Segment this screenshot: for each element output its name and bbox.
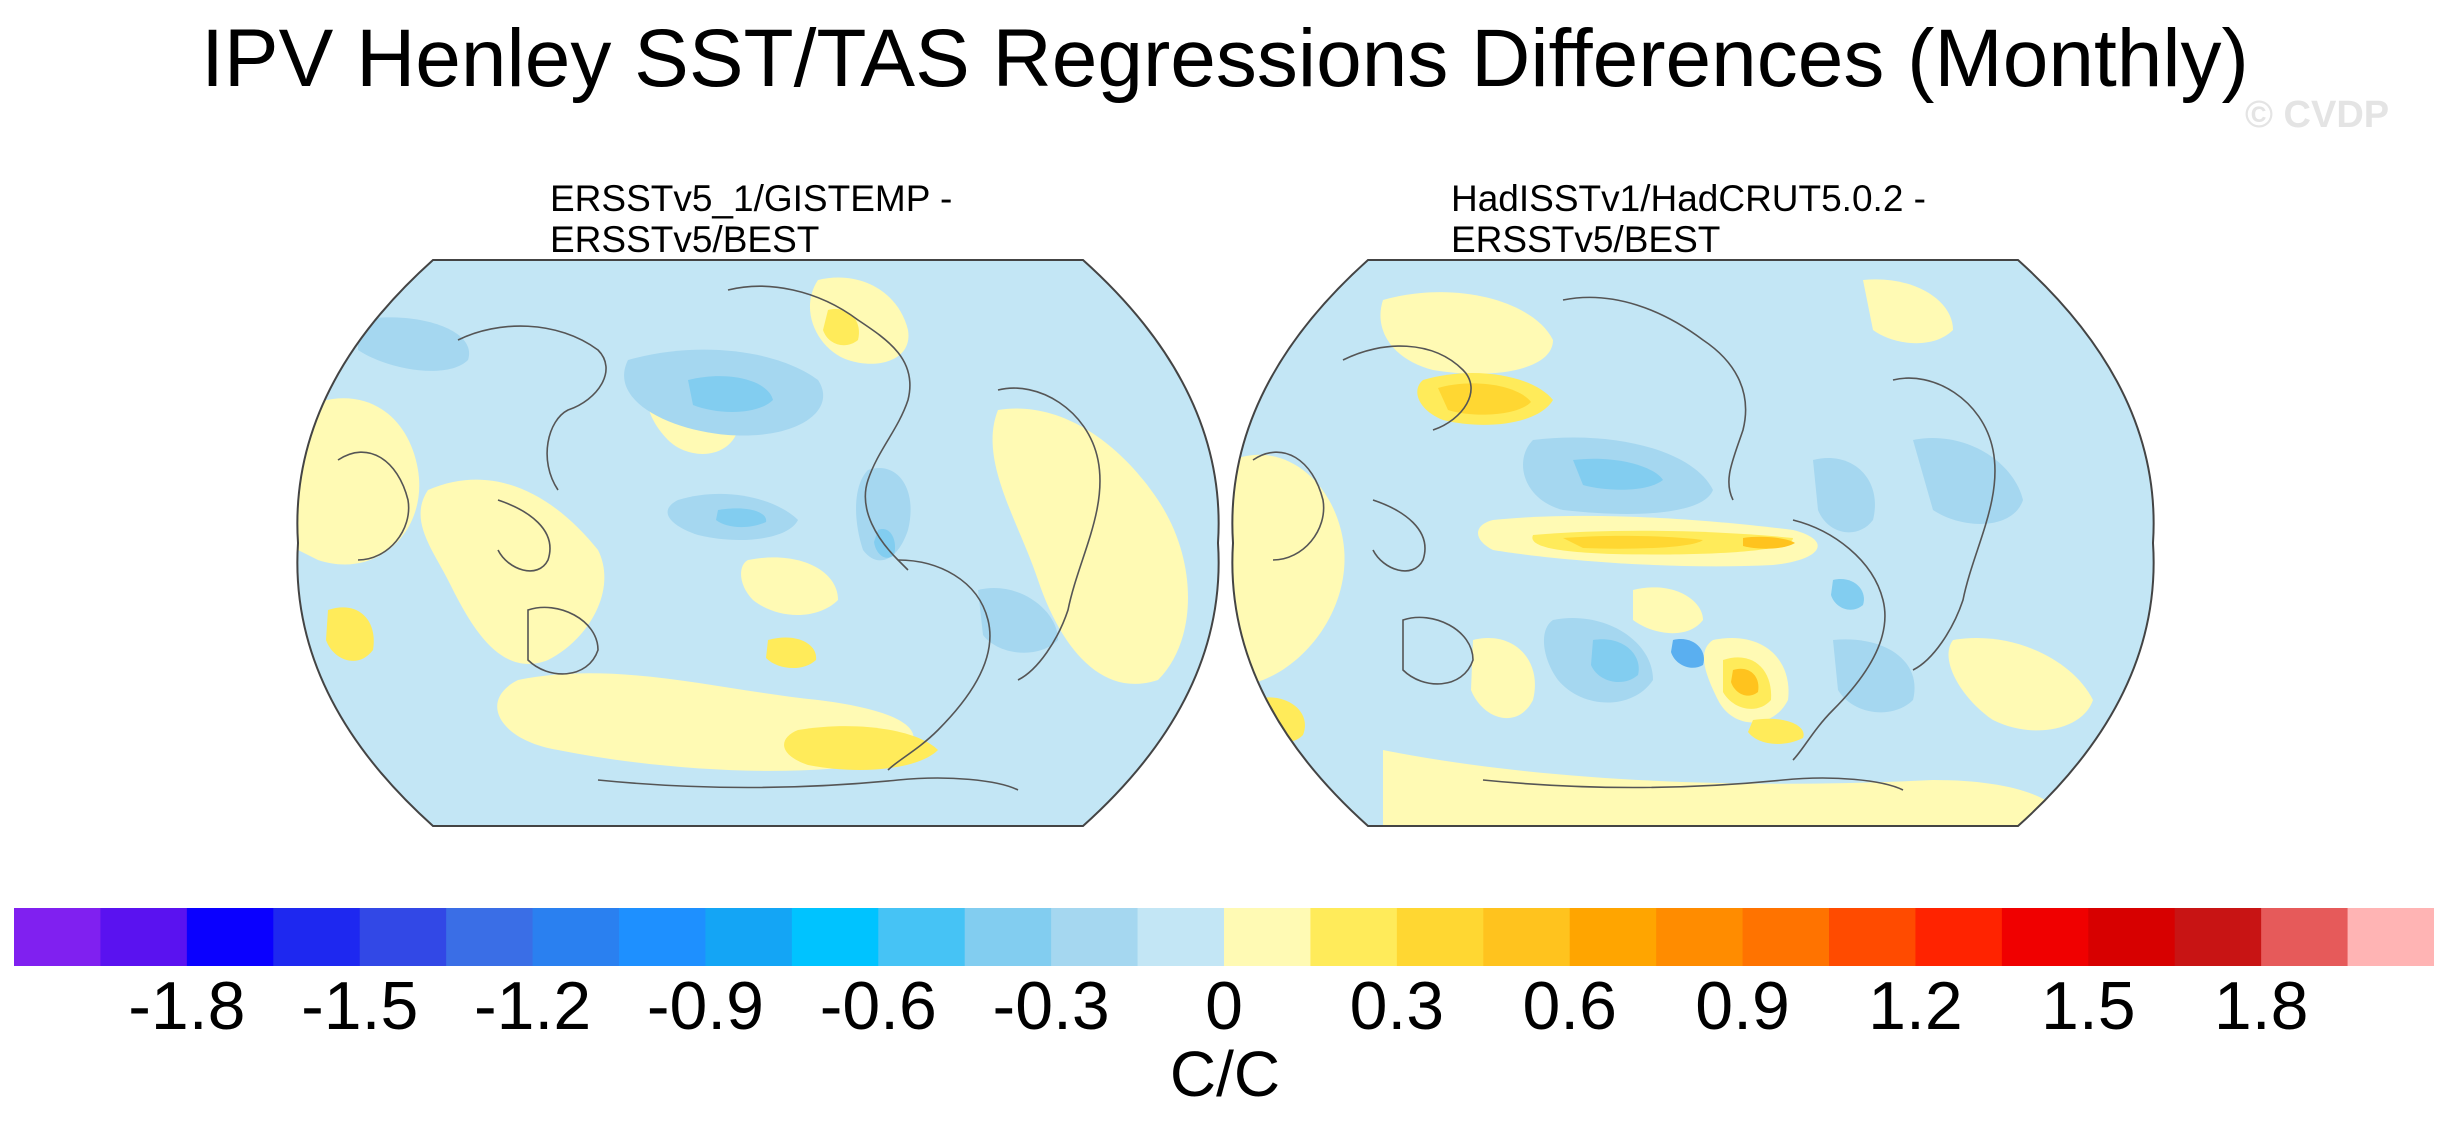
right-map-positive-region — [1633, 587, 1703, 634]
colorbar-swatch — [1483, 908, 1571, 966]
colorbar-tick-label: 0.9 — [1695, 968, 1790, 1044]
left-map-positive-region — [784, 726, 938, 770]
colorbar-tick-label: 1.5 — [2041, 968, 2136, 1044]
colorbar-swatch — [1742, 908, 1830, 966]
colorbar-swatch — [1224, 908, 1312, 966]
right-map-negative-region — [1591, 639, 1639, 683]
colorbar-tick-label: 1.8 — [2213, 968, 2309, 1044]
left-map-positive-region — [766, 637, 817, 669]
right-panel-title-line2: ERSSTv5/BEST — [1451, 219, 1721, 260]
colorbar-swatch — [2088, 908, 2176, 966]
colorbar-swatch — [1310, 908, 1398, 966]
colorbar-swatch — [878, 908, 966, 966]
colorbar-swatch — [1396, 908, 1484, 966]
right-map-positive-region — [1383, 750, 2053, 826]
left-map-continent-outlines — [337, 285, 1101, 791]
colorbar-tick-label: -1.2 — [473, 968, 592, 1044]
colorbar-swatch — [1829, 908, 1917, 966]
left-map-positive-region — [741, 557, 838, 615]
left-map-negative-region — [688, 376, 773, 412]
left-panel-title-line1: ERSSTv5_1/GISTEMP - — [550, 178, 953, 219]
right-map-negative-region — [1813, 458, 1875, 533]
left-panel-title-line2: ERSSTv5/BEST — [550, 219, 820, 260]
colorbar-swatch — [964, 908, 1052, 966]
right-map-negative-region — [1831, 579, 1864, 610]
colorbar-swatch — [14, 908, 102, 966]
right-map-positive-region — [1748, 718, 1804, 744]
colorbar-swatch — [100, 908, 188, 966]
colorbar-tick-label: 0.6 — [1522, 968, 1617, 1044]
colorbar-swatch — [1915, 908, 2003, 966]
colorbar-tick-label: -0.6 — [819, 968, 937, 1044]
colorbar-tick-label: -0.3 — [992, 968, 1110, 1044]
right-map-positive-region — [1948, 638, 2093, 731]
left-map-positive-region — [420, 479, 605, 664]
colorbar-tick-label: -1.5 — [301, 968, 419, 1044]
right-map-positive-region — [1743, 536, 1795, 549]
colorbar-tick-label: -0.9 — [646, 968, 765, 1044]
left-map-negative-region — [856, 468, 911, 561]
left-map-positive-region — [326, 607, 374, 661]
colorbar-swatch — [791, 908, 879, 966]
left-map-negative-region — [358, 317, 470, 371]
right-map-negative-region — [1671, 639, 1704, 668]
colorbar-tick-label: 0.3 — [1349, 968, 1445, 1044]
cvdp-watermark: © CVDP — [2245, 94, 2390, 136]
right-map-positive-region — [1438, 383, 1531, 415]
left-map-border — [296, 259, 1220, 827]
right-map-positive-region — [1380, 292, 1553, 374]
colorbar-swatch — [1137, 908, 1225, 966]
right-map-negative-region — [1913, 438, 2023, 524]
colorbar-swatch — [532, 908, 620, 966]
right-panel-title-line1: HadISSTv1/HadCRUT5.0.2 - — [1451, 178, 1927, 219]
right-map-negative-region — [1573, 458, 1663, 490]
right-map — [1231, 259, 2155, 827]
left-map-positive-region — [298, 398, 420, 565]
right-map-continent-outlines — [1252, 296, 1996, 791]
left-map-positive-region — [992, 408, 1188, 684]
colorbar-swatch — [705, 908, 793, 966]
colorbar-tick-label: 1.2 — [1868, 968, 1963, 1044]
colorbar-swatch — [186, 908, 274, 966]
right-map-positive-region — [1863, 279, 1953, 344]
right-map-negative-region — [1833, 639, 1915, 713]
colorbar-swatch — [2261, 908, 2349, 966]
colorbar-tick-label: -1.8 — [128, 968, 246, 1044]
figure-title: IPV Henley SST/TAS Regressions Differenc… — [201, 13, 2249, 104]
colorbar-swatch — [2001, 908, 2089, 966]
colorbar-units: C/C — [1169, 1038, 1281, 1110]
left-map — [296, 259, 1220, 827]
right-map-positive-region — [1471, 638, 1535, 719]
colorbar-swatch — [359, 908, 447, 966]
left-map-negative-region — [716, 508, 767, 528]
colorbar-swatch — [273, 908, 361, 966]
colorbar-swatch — [2347, 908, 2434, 966]
colorbar-swatch — [1051, 908, 1139, 966]
colorbar-swatch — [2174, 908, 2262, 966]
right-map-border — [1231, 259, 2155, 827]
colorbar — [14, 908, 2434, 966]
right-map-positive-region — [1563, 535, 1703, 549]
right-map-positive-region — [1233, 454, 1345, 690]
left-map-positive-region — [823, 309, 859, 346]
colorbar-swatch — [446, 908, 534, 966]
colorbar-tick-label: 0 — [1205, 968, 1243, 1044]
colorbar-swatch — [1656, 908, 1744, 966]
left-panel-title: ERSSTv5_1/GISTEMP - ERSSTv5/BEST — [550, 178, 952, 260]
right-panel-title: HadISSTv1/HadCRUT5.0.2 - ERSSTv5/BEST — [1451, 178, 1926, 260]
colorbar-swatch — [619, 908, 707, 966]
right-map-positive-region — [1731, 668, 1759, 696]
colorbar-swatch — [1569, 908, 1657, 966]
left-map-negative-region — [978, 588, 1058, 653]
